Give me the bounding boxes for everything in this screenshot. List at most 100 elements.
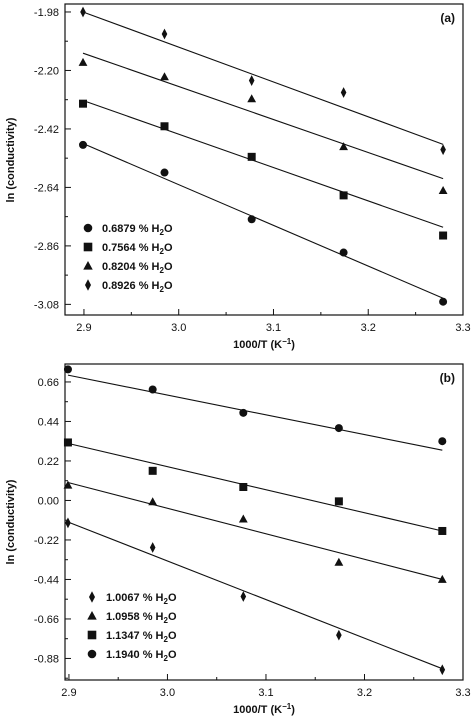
x-tick-label: 3.1 <box>266 322 281 334</box>
data-point <box>437 574 447 583</box>
legend-entry: 0.7564 % H2O <box>102 242 173 256</box>
y-tick-label: -2.42 <box>34 124 59 136</box>
data-point <box>78 57 88 66</box>
x-axis-label: 1000/T (K−1) <box>233 702 295 716</box>
data-point <box>339 142 348 151</box>
x-tick-label: 3.1 <box>258 687 273 699</box>
x-tick-label: 2.9 <box>61 687 76 699</box>
data-point <box>79 99 88 108</box>
data-point <box>334 497 343 506</box>
y-tick-label: -0.22 <box>34 535 59 547</box>
data-point <box>340 87 347 98</box>
fit-line <box>67 442 443 532</box>
data-point <box>63 480 73 489</box>
fit-line <box>82 143 444 299</box>
panel-label: (b) <box>440 371 455 385</box>
legend-entry: 0.8204 % H2O <box>102 261 173 275</box>
data-point <box>63 438 72 447</box>
fit-line <box>67 481 443 580</box>
data-point <box>161 28 168 40</box>
data-point <box>160 72 169 81</box>
data-point <box>65 517 71 529</box>
x-tick-label: 2.9 <box>76 322 91 334</box>
fit-line <box>67 374 443 451</box>
y-tick-label: -1.98 <box>34 7 59 19</box>
data-point <box>79 140 88 149</box>
plot-frame <box>64 3 464 316</box>
legend: 1.0067 % H2O 1.0958 % H2O 1.1347 % H2O 1.19… <box>87 591 177 663</box>
y-axis-label: ln (conductivity) <box>5 479 17 564</box>
data-point <box>438 526 447 535</box>
data-point <box>247 152 256 161</box>
x-axis-label: 1000/T (K−1) <box>233 337 295 351</box>
chart-panel-a: 2.9 3.0 3.1 3.2 3.3 -1.98 -2.20 -2.42 -2.64 -2.86… <box>5 3 471 351</box>
series-triangle <box>63 480 447 583</box>
fit-line <box>67 521 443 670</box>
fit-line <box>82 11 444 145</box>
data-point <box>238 514 248 523</box>
data-point <box>247 94 257 103</box>
chart-panel-b: 2.9 3.0 3.1 3.2 3.3 0.66 0.44 0.22 0.00 -0.22 -0.4… <box>5 363 471 716</box>
panel-label: (a) <box>440 11 455 25</box>
x-tick-label: 3.2 <box>361 322 376 334</box>
series-diamond <box>65 517 446 676</box>
y-tick-label: 0.66 <box>38 377 59 389</box>
series-diamond <box>80 6 446 156</box>
legend-entry: 1.0067 % H2O <box>106 592 177 606</box>
data-point <box>160 122 169 131</box>
series-triangle <box>78 52 448 194</box>
y-tick-label: 0.00 <box>38 495 59 507</box>
x-tick-label: 3.3 <box>455 687 470 699</box>
legend-marker <box>87 611 97 620</box>
series-square <box>79 99 448 240</box>
y-tick-label: -3.08 <box>34 299 59 311</box>
data-point <box>148 466 157 475</box>
y-tick-label: -0.88 <box>34 653 59 665</box>
y-axis-label: ln (conductivity) <box>5 117 17 202</box>
legend-entry: 0.6879 % H2O <box>102 223 173 237</box>
y-tick-label: -2.20 <box>34 65 59 77</box>
series-circle <box>63 365 447 451</box>
legend-entry: 1.1940 % H2O <box>106 649 177 663</box>
data-point <box>247 215 256 224</box>
data-point <box>148 385 157 394</box>
data-point <box>439 664 446 676</box>
data-point <box>439 231 448 240</box>
data-point <box>239 408 248 417</box>
legend-marker <box>87 630 97 640</box>
legend-marker <box>83 261 93 270</box>
y-tick-label: -0.44 <box>34 574 59 586</box>
x-tick-label: 3.2 <box>357 687 372 699</box>
legend-entry: 1.1347 % H2O <box>106 630 177 644</box>
data-point <box>438 437 447 446</box>
data-point <box>248 75 255 86</box>
x-tick-label: 3.3 <box>455 322 470 334</box>
data-point <box>149 542 156 553</box>
data-point <box>438 186 448 194</box>
data-point <box>439 297 448 306</box>
data-point <box>440 144 446 156</box>
data-point <box>336 629 342 641</box>
data-point <box>339 248 348 257</box>
data-point <box>334 557 344 566</box>
data-point <box>240 591 247 602</box>
data-point <box>80 6 86 18</box>
series-square <box>63 438 447 535</box>
plot-frame <box>64 363 464 681</box>
x-tick-label: 3.0 <box>171 322 186 334</box>
y-tick-label: 0.44 <box>38 416 59 428</box>
legend-entry: 1.0958 % H2O <box>106 611 177 625</box>
legend-marker <box>87 649 97 659</box>
y-tick-label: -0.66 <box>34 614 59 626</box>
y-tick-label: -2.64 <box>34 182 59 194</box>
series-circle <box>79 140 448 306</box>
data-point <box>339 191 348 200</box>
y-tick-label: -2.86 <box>34 241 59 253</box>
data-point <box>63 365 72 374</box>
data-point <box>239 482 248 491</box>
fit-line <box>82 52 444 180</box>
data-point <box>148 497 158 506</box>
data-point <box>334 424 343 433</box>
data-point <box>160 168 169 177</box>
